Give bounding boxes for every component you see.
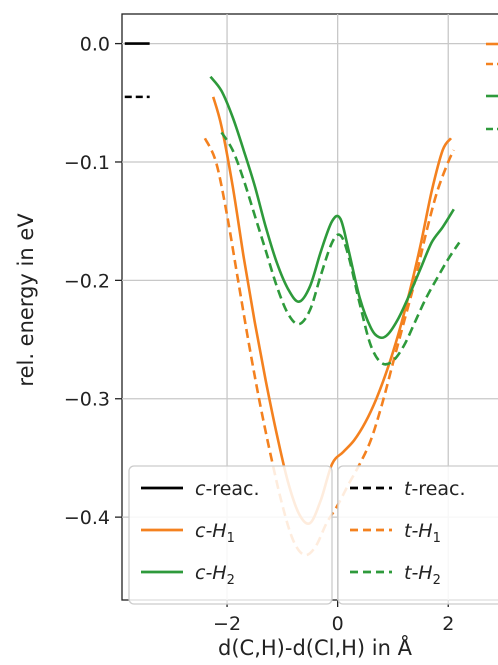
y-tick-label: −0.4 (64, 507, 110, 529)
y-tick-label: −0.2 (64, 270, 110, 292)
legend-box-left (128, 465, 333, 605)
legend-box-right (337, 465, 498, 605)
legend: c-reac. t-reac. c-H1 t-H1 c-H2 t-H2 (128, 42, 498, 605)
legend-label: t-H1 (404, 520, 441, 546)
series-c-h2-line (209, 75, 455, 340)
y-tick-label: −0.1 (64, 152, 110, 174)
y-tick-label: −0.3 (64, 389, 110, 411)
x-axis-label: d(C,H)-d(Cl,H) in Å (218, 634, 413, 660)
y-tick-label: 0.0 (80, 34, 110, 56)
legend-label: c-reac. (195, 478, 260, 500)
legend-label: c-H2 (195, 562, 235, 588)
legend-label: t-H2 (404, 562, 441, 588)
series-c-h1-line (211, 96, 453, 525)
legend-label: t-reac. (404, 478, 466, 500)
y-axis-label: rel. energy in eV (14, 213, 38, 387)
x-tick-label: 0 (332, 613, 344, 635)
ticks: 0.0 −0.1 −0.2 −0.3 −0.4 −2 0 2 (64, 34, 454, 635)
series-t-h2-line (220, 131, 461, 366)
legend-label: c-H1 (195, 520, 235, 546)
x-tick-label: 2 (442, 613, 454, 635)
x-tick-label: −2 (213, 613, 241, 635)
